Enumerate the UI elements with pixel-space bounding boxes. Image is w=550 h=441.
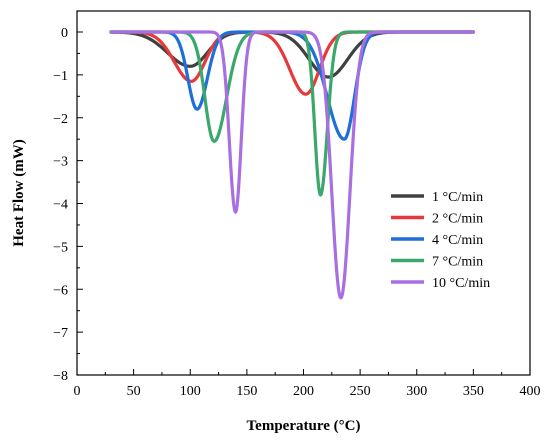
x-tick-label: 250 — [350, 384, 371, 399]
legend-label: 7 °C/min — [432, 255, 483, 270]
y-tick-label: −1 — [53, 69, 68, 84]
y-tick-label: −4 — [53, 198, 68, 213]
axis-ticks: 0 50 100 150 200 250 300 350 400 0 −1 −2 −3 −4 −5 −6 −7 −… — [53, 26, 540, 399]
series-line — [109, 30, 475, 300]
y-tick-label: −8 — [53, 369, 68, 384]
legend-label: 2 °C/min — [432, 212, 483, 227]
x-axis-title: Temperature (°C) — [247, 418, 361, 434]
x-tick-label: 50 — [127, 384, 141, 399]
legend: 1 °C/min 2 °C/min 4 °C/min 7 °C/min 10 °C/mi… — [391, 190, 490, 291]
x-tick-label: 350 — [463, 384, 484, 399]
y-tick-label: −6 — [53, 283, 68, 298]
y-tick-label: −7 — [53, 326, 68, 341]
x-tick-label: 100 — [180, 384, 201, 399]
x-tick-label: 200 — [293, 384, 314, 399]
legend-label: 4 °C/min — [432, 233, 483, 248]
series-line — [109, 30, 475, 197]
y-tick-label: −5 — [53, 240, 68, 255]
y-tick-label: 0 — [61, 26, 68, 41]
y-tick-label: −2 — [53, 112, 68, 127]
series-line — [109, 30, 475, 79]
x-tick-label: 300 — [406, 384, 427, 399]
x-tick-label: 0 — [74, 384, 81, 399]
y-axis-title: Heat Flow (mW) — [11, 139, 27, 246]
series-curves — [109, 30, 475, 300]
y-tick-label: −3 — [53, 155, 68, 170]
x-tick-label: 150 — [236, 384, 257, 399]
legend-label: 10 °C/min — [432, 276, 490, 291]
x-tick-label: 400 — [520, 384, 541, 399]
legend-label: 1 °C/min — [432, 190, 483, 205]
